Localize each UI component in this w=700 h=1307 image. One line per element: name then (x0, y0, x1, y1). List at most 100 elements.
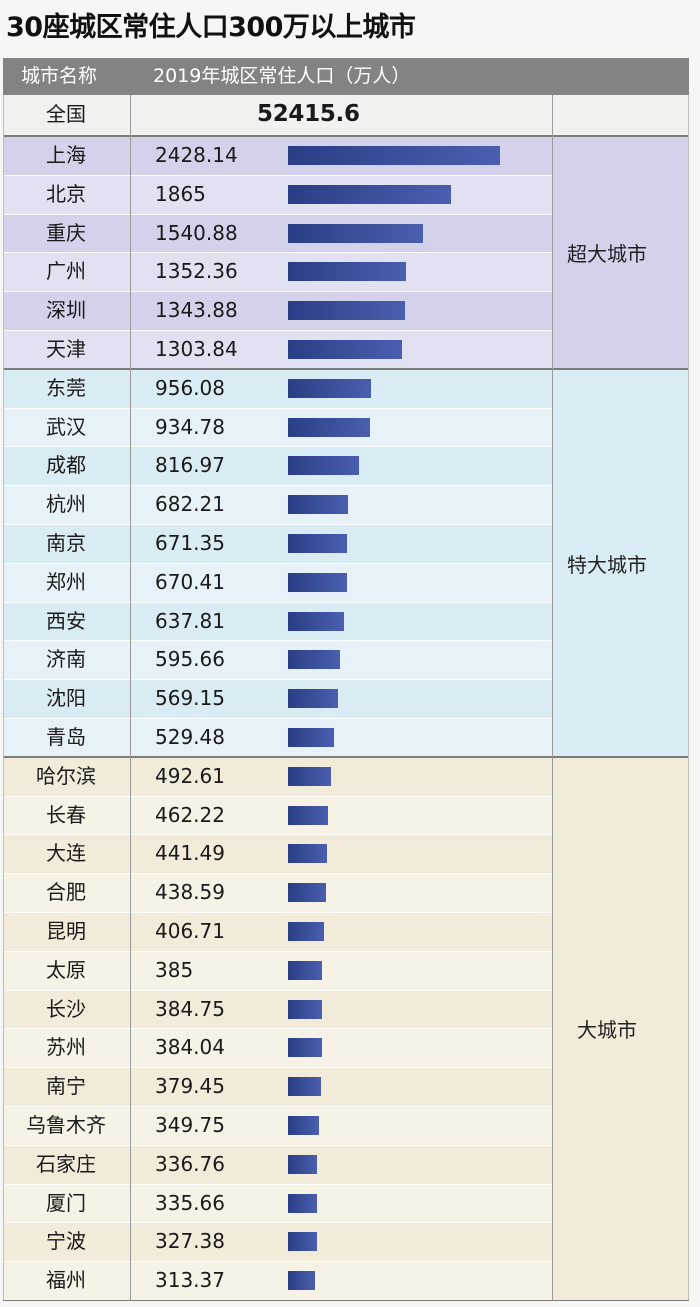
row-divider (3, 718, 552, 719)
row-divider (3, 330, 552, 331)
category-column-divider (552, 95, 553, 1300)
city-name: 广州 (46, 259, 86, 284)
row-divider (3, 1183, 552, 1185)
value-label: 670.41 (155, 569, 225, 594)
table-row: 东莞 956.08 (3, 369, 552, 408)
value-label: 637.81 (155, 608, 225, 633)
chart-title: 30座城区常住人口300万以上城市 (6, 12, 416, 43)
city-name: 武汉 (46, 414, 86, 439)
table-row: 合肥 438.59 (3, 873, 552, 912)
group-label: 大城市 (577, 1018, 637, 1043)
table-row: 武汉 934.78 (3, 407, 552, 447)
city-name: 济南 (46, 647, 86, 672)
city-name: 重庆 (46, 220, 86, 245)
table-row: 北京 1865 (3, 174, 552, 214)
table-row: 南宁 379.45 (3, 1067, 552, 1106)
city-name: 南京 (46, 531, 86, 555)
value-label: 595.66 (155, 647, 225, 672)
value-label: 1303.84 (155, 337, 238, 361)
bar (288, 223, 423, 243)
value-label: 1343.88 (155, 298, 238, 323)
value-label: 313.37 (155, 1268, 225, 1293)
bar (288, 1232, 317, 1252)
table-row: 青岛 529.48 (3, 718, 552, 757)
value-label: 1540.88 (155, 220, 238, 245)
row-divider (3, 912, 552, 913)
bar (288, 1077, 322, 1097)
bar (288, 805, 329, 825)
table-bottom-border (3, 1300, 689, 1301)
table-row: 南京 671.35 (3, 524, 552, 563)
bar (288, 766, 331, 786)
row-divider (3, 524, 552, 525)
table-row: 哈尔滨 492.61 (3, 757, 552, 796)
value-label: 569.15 (155, 686, 225, 711)
bar (288, 922, 324, 941)
table-row: 上海 2428.14 (3, 136, 552, 175)
value-label: 349.75 (155, 1113, 225, 1137)
row-divider (3, 1222, 552, 1224)
row-divider (3, 1106, 552, 1107)
value-label: 336.76 (155, 1151, 225, 1176)
bar (288, 611, 344, 631)
group-label: 特大城市 (567, 552, 647, 577)
row-divider (3, 640, 552, 642)
group-divider (3, 755, 689, 758)
row-divider (3, 834, 552, 836)
value-label: 438.59 (155, 880, 225, 905)
bar (288, 999, 322, 1019)
city-name: 北京 (46, 181, 86, 206)
table-row: 西安 637.81 (3, 602, 552, 641)
table-right-edge (688, 95, 689, 1300)
bar (288, 1154, 318, 1174)
table-row: 苏州 384.04 (3, 1028, 552, 1068)
table-row: 深圳 1343.88 (3, 291, 552, 330)
table-row: 厦门 335.66 (3, 1183, 552, 1223)
city-column-header: 城市名称 (21, 65, 98, 87)
row-divider (3, 950, 552, 952)
value-label: 384.75 (155, 996, 225, 1021)
value-label: 816.97 (155, 453, 225, 478)
city-name: 沈阳 (46, 686, 86, 711)
bar (288, 262, 407, 282)
city-name: 郑州 (46, 569, 86, 594)
value-label: 406.71 (155, 919, 225, 943)
table-row: 杭州 682.21 (3, 485, 552, 524)
city-name: 福州 (46, 1268, 86, 1293)
table-row: 济南 595.66 (3, 640, 552, 680)
table-row: 天津 1303.84 (3, 330, 552, 369)
bar (288, 301, 406, 321)
table-row: 郑州 670.41 (3, 562, 552, 602)
table-row: 重庆 1540.88 (3, 214, 552, 253)
row-divider (3, 873, 552, 875)
bar (288, 1193, 318, 1213)
table-row: 石家庄 336.76 (3, 1145, 552, 1184)
row-divider (3, 213, 552, 215)
city-name: 合肥 (46, 880, 86, 905)
bar (288, 495, 348, 515)
group-divider (3, 135, 689, 137)
value-label: 384.04 (155, 1035, 225, 1060)
row-divider (3, 446, 552, 448)
city-name: 乌鲁木齐 (26, 1113, 106, 1137)
row-divider (3, 679, 552, 681)
city-name: 西安 (46, 608, 86, 633)
city-name: 苏州 (46, 1035, 86, 1060)
bar (288, 844, 327, 864)
value-label: 682.21 (155, 492, 225, 517)
row-divider (3, 601, 552, 603)
table-row: 长春 462.22 (3, 795, 552, 835)
row-divider (3, 1144, 552, 1146)
row-divider (3, 989, 552, 991)
value-label: 335.66 (155, 1190, 225, 1215)
bar (288, 883, 327, 903)
value-label: 529.48 (155, 725, 225, 749)
bar (288, 1116, 319, 1135)
value-label: 327.38 (155, 1229, 225, 1254)
value-label: 385 (155, 957, 194, 982)
value-label: 492.61 (155, 763, 225, 788)
table-left-edge (3, 95, 4, 1300)
bar (288, 728, 335, 747)
city-name: 长春 (46, 802, 86, 827)
value-label: 2428.14 (155, 143, 238, 167)
